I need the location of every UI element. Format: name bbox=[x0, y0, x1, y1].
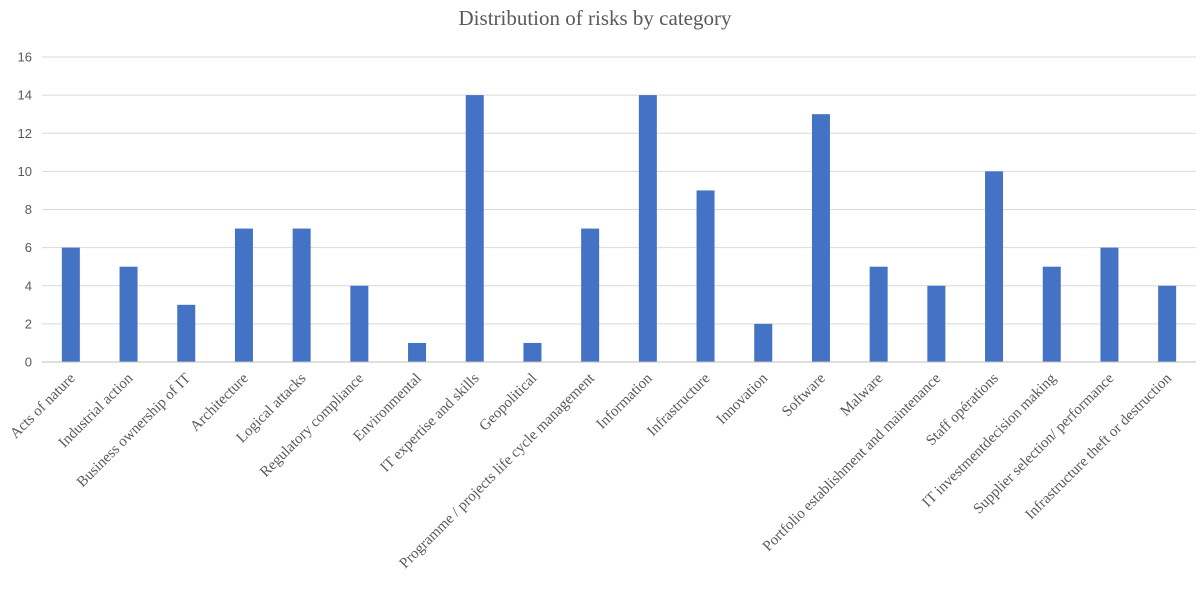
y-tick-label: 0 bbox=[25, 355, 32, 370]
bar bbox=[61, 247, 80, 362]
y-tick-label: 16 bbox=[18, 50, 32, 65]
chart-title: Distribution of risks by category bbox=[458, 6, 732, 30]
y-tick-label: 2 bbox=[25, 316, 32, 331]
bar bbox=[811, 114, 830, 362]
bar bbox=[638, 95, 657, 362]
gridlines bbox=[42, 56, 1196, 325]
y-tick-label: 4 bbox=[25, 278, 32, 293]
x-tick-label: Software bbox=[779, 370, 829, 420]
bar bbox=[350, 285, 369, 362]
bar bbox=[1042, 266, 1061, 362]
bar bbox=[754, 323, 773, 362]
bar bbox=[234, 228, 253, 362]
bar bbox=[119, 266, 138, 362]
bar bbox=[1100, 247, 1119, 362]
bar bbox=[869, 266, 888, 362]
x-tick-label: Information bbox=[594, 370, 656, 432]
x-tick-label: Regulatory compliance bbox=[257, 370, 367, 480]
y-axis-ticks: 0 2 4 6 8 10 12 14 16 bbox=[18, 50, 32, 370]
y-tick-label: 12 bbox=[18, 126, 32, 141]
x-tick-label: IT expertise and skills bbox=[377, 370, 482, 475]
bar bbox=[581, 228, 600, 362]
bar bbox=[985, 171, 1004, 362]
x-tick-label: Infrastructure bbox=[644, 370, 713, 439]
bars bbox=[61, 95, 1177, 362]
x-tick-label: Innovation bbox=[714, 370, 772, 428]
bar bbox=[927, 285, 946, 362]
x-tick-label: Programme / projects life cycle manageme… bbox=[397, 370, 599, 572]
y-tick-label: 8 bbox=[25, 202, 32, 217]
bar bbox=[696, 190, 715, 362]
bar bbox=[1158, 285, 1177, 362]
y-tick-label: 10 bbox=[18, 164, 32, 179]
bar bbox=[177, 304, 196, 362]
y-tick-label: 14 bbox=[18, 88, 32, 103]
bar bbox=[408, 342, 427, 362]
y-tick-label: 6 bbox=[25, 240, 32, 255]
bar bbox=[523, 342, 542, 362]
bar bbox=[465, 95, 484, 362]
bar bbox=[292, 228, 311, 362]
x-tick-label: Malware bbox=[837, 370, 886, 419]
x-tick-label: Business ownership of IT bbox=[74, 371, 194, 491]
x-tick-label: Geopolitical bbox=[477, 371, 541, 435]
